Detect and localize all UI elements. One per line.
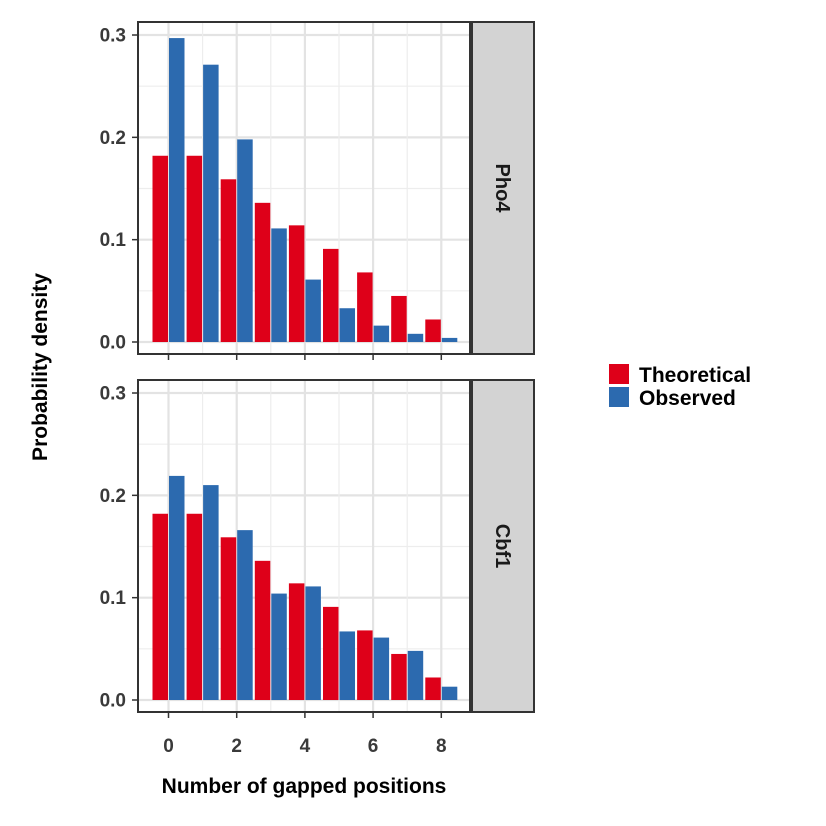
panel-pho4: 0.0 0.1 0.2 0.3 Pho4 bbox=[100, 21, 535, 360]
panel-cbf1: 0.0 0.1 0.2 0.3 Cbf1 0 2 4 6 8 bbox=[100, 379, 535, 757]
legend-swatch-theoretical bbox=[609, 364, 629, 384]
bar-theoretical-3 bbox=[254, 202, 271, 342]
bar-theoretical-2 bbox=[220, 537, 237, 700]
strip-label-pho4: Pho4 bbox=[491, 164, 513, 214]
bar-theoretical-4 bbox=[288, 225, 305, 342]
panel-border bbox=[137, 379, 471, 713]
x-tick-label: 2 bbox=[231, 736, 242, 757]
x-tick-label: 4 bbox=[300, 736, 311, 757]
bar-theoretical-0 bbox=[152, 513, 168, 700]
bar-theoretical-6 bbox=[357, 272, 373, 342]
bar-theoretical-1 bbox=[186, 155, 203, 342]
bar-observed-5 bbox=[339, 308, 355, 342]
y-tick-label: 0.3 bbox=[100, 26, 126, 47]
legend-swatch-observed bbox=[609, 387, 629, 407]
y-tick-label: 0.1 bbox=[100, 588, 127, 609]
x-tick-label: 0 bbox=[163, 736, 174, 757]
y-tick-label: 0.2 bbox=[100, 128, 126, 149]
bar-observed-0 bbox=[169, 38, 185, 343]
bar-observed-6 bbox=[373, 325, 390, 342]
bar-observed-3 bbox=[271, 228, 287, 342]
bar-observed-4 bbox=[305, 279, 321, 342]
bar-theoretical-7 bbox=[391, 295, 407, 342]
bar-observed-2 bbox=[237, 139, 253, 342]
bar-observed-3 bbox=[271, 593, 287, 700]
bar-observed-5 bbox=[339, 631, 355, 700]
bar-observed-2 bbox=[237, 530, 253, 700]
y-tick-label: 0.0 bbox=[100, 333, 126, 354]
bar-observed-8 bbox=[441, 337, 458, 342]
bar-theoretical-2 bbox=[220, 179, 237, 342]
y-tick-label: 0.1 bbox=[100, 230, 127, 251]
y-tick-label: 0.0 bbox=[100, 691, 126, 712]
x-axis-title: Number of gapped positions bbox=[162, 775, 447, 798]
bar-theoretical-5 bbox=[323, 248, 339, 342]
legend-label-observed: Observed bbox=[639, 387, 736, 410]
bar-theoretical-6 bbox=[357, 630, 373, 700]
bar-observed-7 bbox=[407, 333, 424, 342]
bar-theoretical-5 bbox=[323, 606, 339, 700]
y-tick-label: 0.3 bbox=[100, 384, 126, 405]
bar-theoretical-4 bbox=[288, 583, 305, 700]
y-axis-title: Probability density bbox=[29, 273, 52, 461]
bar-theoretical-8 bbox=[425, 677, 441, 700]
strip-label-cbf1: Cbf1 bbox=[491, 524, 513, 568]
bar-theoretical-8 bbox=[425, 319, 441, 342]
panel-border bbox=[137, 21, 471, 355]
bar-observed-1 bbox=[203, 485, 219, 700]
bar-observed-8 bbox=[441, 686, 458, 700]
x-tick-label: 6 bbox=[368, 736, 379, 757]
bar-theoretical-0 bbox=[152, 155, 168, 342]
x-tick-label: 8 bbox=[436, 736, 447, 757]
strip-background bbox=[471, 21, 535, 355]
bar-observed-1 bbox=[203, 64, 219, 342]
bar-observed-7 bbox=[407, 650, 424, 700]
bar-observed-6 bbox=[373, 637, 390, 700]
bar-theoretical-7 bbox=[391, 653, 407, 700]
bar-theoretical-3 bbox=[254, 560, 271, 700]
legend-label-theoretical: Theoretical bbox=[639, 364, 751, 387]
bar-theoretical-1 bbox=[186, 513, 203, 700]
bar-observed-4 bbox=[305, 586, 321, 700]
panels-layer: 0.0 0.1 0.2 0.3 Pho4 0.0 0.1 0.2 0.3 Cbf1 0 2 4 6 8 bbox=[100, 21, 535, 757]
strip-background bbox=[471, 379, 535, 713]
bar-observed-0 bbox=[169, 475, 185, 700]
y-tick-label: 0.2 bbox=[100, 486, 126, 507]
